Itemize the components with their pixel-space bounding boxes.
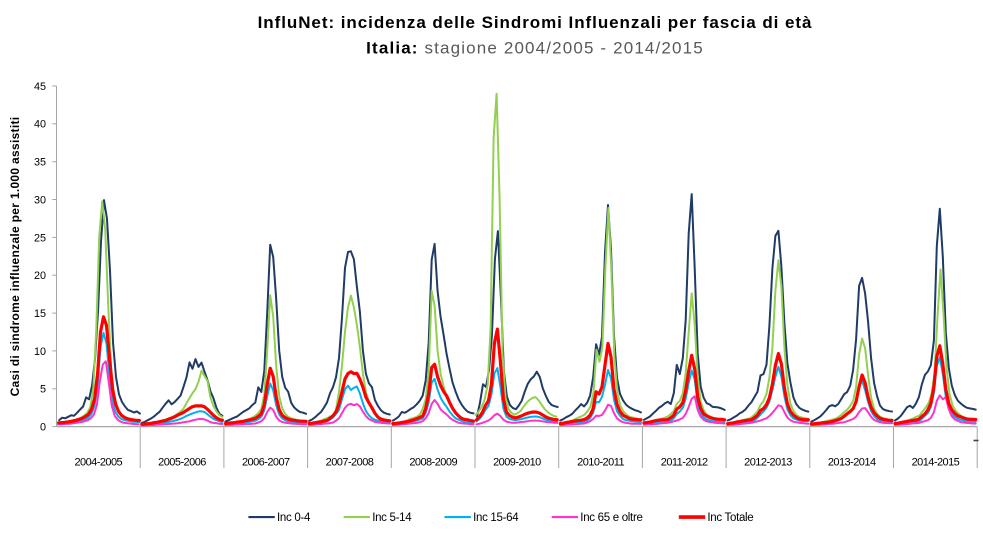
svg-text:20: 20 bbox=[34, 270, 46, 282]
svg-text:30: 30 bbox=[34, 194, 46, 206]
svg-text:2012-2013: 2012-2013 bbox=[744, 456, 792, 468]
svg-text:Inc 65 e oltre: Inc 65 e oltre bbox=[580, 512, 642, 524]
svg-text:45: 45 bbox=[34, 81, 46, 93]
svg-text:Italia: stagione 2004/2005 - 2: Italia: stagione 2004/2005 - 2014/2015 bbox=[366, 39, 704, 58]
svg-text:InfluNet: incidenza delle Sind: InfluNet: incidenza delle Sindromi Influ… bbox=[258, 13, 813, 32]
svg-text:2007-2008: 2007-2008 bbox=[326, 456, 374, 468]
svg-text:10: 10 bbox=[34, 346, 46, 358]
svg-text:2006-2007: 2006-2007 bbox=[242, 456, 290, 468]
svg-text:0: 0 bbox=[40, 422, 46, 434]
svg-text:Inc 15-64: Inc 15-64 bbox=[473, 512, 519, 524]
svg-text:2010-2011: 2010-2011 bbox=[577, 456, 624, 468]
svg-text:Inc Totale: Inc Totale bbox=[707, 512, 753, 524]
svg-text:2009-2010: 2009-2010 bbox=[493, 456, 541, 468]
svg-text:2014-2015: 2014-2015 bbox=[912, 456, 960, 468]
svg-text:2008-2009: 2008-2009 bbox=[409, 456, 457, 468]
svg-text:35: 35 bbox=[34, 157, 46, 169]
svg-text:2013-2014: 2013-2014 bbox=[828, 456, 876, 468]
svg-text:25: 25 bbox=[34, 232, 46, 244]
svg-text:Casi di sindrome influenzale p: Casi di sindrome influenzale per 1.000 a… bbox=[8, 117, 22, 397]
svg-text:2011-2012: 2011-2012 bbox=[661, 456, 708, 468]
svg-text:15: 15 bbox=[34, 308, 46, 320]
svg-text:40: 40 bbox=[34, 119, 46, 131]
svg-text:5: 5 bbox=[40, 384, 46, 396]
svg-text:Inc 5-14: Inc 5-14 bbox=[372, 512, 412, 524]
svg-text:2005-2006: 2005-2006 bbox=[158, 456, 206, 468]
svg-text:Inc 0-4: Inc 0-4 bbox=[277, 512, 311, 524]
svg-text:2004-2005: 2004-2005 bbox=[74, 456, 122, 468]
